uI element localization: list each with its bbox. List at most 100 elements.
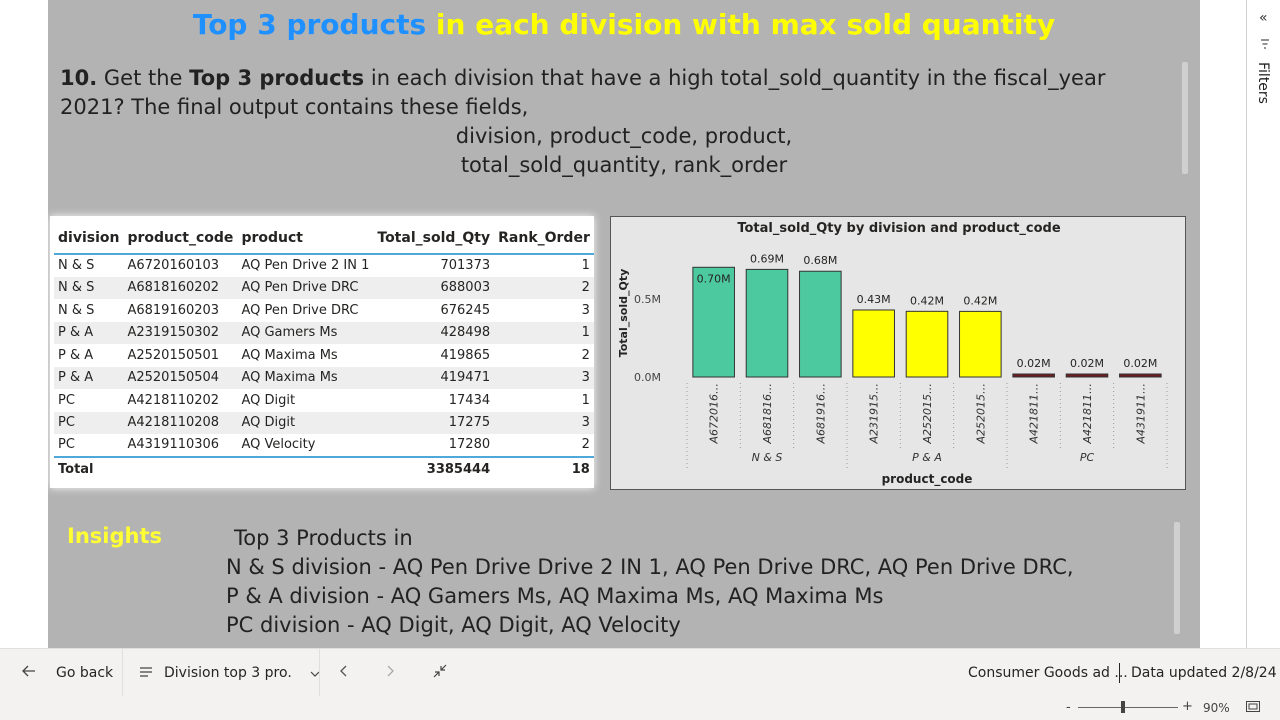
go-back-button[interactable]: Go back: [22, 649, 113, 697]
bar: [1065, 373, 1109, 378]
previous-page-button[interactable]: [339, 649, 347, 697]
question-rest: in each division that have a high total_…: [60, 66, 1106, 119]
cell-division: PC: [58, 437, 75, 453]
cell-division: PC: [58, 415, 75, 431]
total-rank: 18: [494, 455, 594, 481]
cell-product-code: A6720160103: [127, 258, 220, 274]
fit-to-page-icon[interactable]: [1246, 701, 1260, 715]
cell-rank-order: 3: [581, 370, 590, 386]
table-row[interactable]: PC A4218110202 AQ Digit 17434 1: [54, 389, 594, 412]
x-group-label: PC: [1080, 451, 1095, 464]
cell-rank-order: 2: [581, 347, 590, 363]
cell-total-sold-qty: 701373: [440, 258, 491, 274]
table-row[interactable]: N & S A6819160203 AQ Pen Drive DRC 676245 3: [54, 299, 594, 322]
y-axis-label: Total_sold_Qty: [617, 269, 630, 358]
column-header-product-code[interactable]: product_code: [123, 222, 238, 255]
table-row[interactable]: N & S A6720160103 AQ Pen Drive 2 IN 1 70137…: [54, 254, 594, 277]
cell-product: AQ Gamers Ms: [241, 325, 338, 341]
arrow-left-icon: [22, 665, 42, 681]
column-header-product[interactable]: product: [237, 222, 374, 255]
table-row[interactable]: P & A A2520150504 AQ Maxima Ms 419471 3: [54, 366, 594, 389]
table-row[interactable]: P & A A2319150302 AQ Gamers Ms 428498 1: [54, 321, 594, 344]
cell-total-sold-qty: 17434: [448, 392, 491, 408]
bar: [692, 266, 735, 378]
column-header-total-sold-qty[interactable]: Total_sold_Qty: [373, 222, 495, 255]
cell-product: AQ Pen Drive DRC: [241, 280, 359, 296]
status-bar: - + 90%: [0, 696, 1280, 720]
data-label: 0.02M: [1070, 357, 1104, 370]
cell-division: P & A: [58, 325, 94, 341]
insights-line: P & A division - AQ Gamers Ms, AQ Maxima…: [226, 584, 884, 608]
cell-division: N & S: [58, 302, 95, 318]
x-tick-label: A421811…: [1081, 383, 1094, 445]
cell-product-code: A4319110306: [127, 437, 220, 453]
zoom-in-button[interactable]: +: [1182, 699, 1193, 714]
x-tick-label: A681816…: [761, 383, 774, 445]
zoom-level[interactable]: 90%: [1203, 701, 1230, 715]
bar: [852, 309, 895, 378]
go-back-label: Go back: [56, 665, 114, 681]
x-axis-label: product_code: [882, 472, 973, 487]
data-label: 0.42M: [910, 294, 944, 307]
cell-product: AQ Maxima Ms: [241, 370, 338, 386]
cell-product-code: A6819160203: [127, 302, 220, 318]
filters-label[interactable]: Filters: [1255, 62, 1271, 104]
page-title: Top 3 products in each division with max…: [48, 8, 1200, 41]
x-group-label: P & A: [912, 451, 942, 464]
page-selector-dropdown[interactable]: Division top 3 pro.: [140, 649, 320, 697]
output-fields: division, product_code, product, total_s…: [48, 122, 1200, 180]
insights-scrollbar[interactable]: [1174, 522, 1180, 634]
cell-product: AQ Maxima Ms: [241, 347, 338, 363]
table-total-row: Total 3385444 18: [54, 455, 594, 481]
table-row[interactable]: PC A4218110208 AQ Digit 17275 3: [54, 411, 594, 434]
cell-division: P & A: [58, 370, 94, 386]
table-row[interactable]: P & A A2520150501 AQ Maxima Ms 419865 2: [54, 344, 594, 367]
table-row[interactable]: PC A4319110306 AQ Velocity 17280 2: [54, 434, 594, 457]
cell-product-code: A4218110202: [127, 392, 220, 408]
cell-division: N & S: [58, 280, 95, 296]
filter-icon: [1261, 38, 1269, 52]
report-name[interactable]: Consumer Goods ad ...: [968, 665, 1128, 681]
x-tick-label: A672016…: [708, 383, 721, 445]
zoom-out-button[interactable]: -: [1066, 700, 1071, 715]
bar: [959, 310, 1002, 378]
question-scrollbar[interactable]: [1182, 62, 1188, 174]
cell-product: AQ Digit: [241, 415, 296, 431]
next-page-button[interactable]: [387, 649, 395, 697]
cell-rank-order: 1: [581, 325, 590, 341]
x-tick-label: A252015…: [974, 383, 987, 445]
column-header-division[interactable]: division: [54, 222, 124, 255]
total-qty: 3385444: [373, 455, 495, 481]
data-label: 0.69M: [750, 252, 784, 265]
zoom-slider-track[interactable]: [1078, 707, 1178, 708]
title-rest: in each division with max sold quantity: [435, 8, 1056, 41]
insights-text: Top 3 Products in N & S division - AQ Pe…: [226, 524, 1074, 640]
cell-total-sold-qty: 688003: [440, 280, 491, 296]
column-header-rank-order[interactable]: Rank_Order: [494, 222, 594, 255]
bar: [905, 310, 949, 378]
cell-total-sold-qty: 419471: [440, 370, 491, 386]
chart-title: Total_sold_Qty by division and product_c…: [737, 221, 1061, 236]
collapse-arrows-icon: [433, 664, 447, 682]
data-updated-text: Data updated 2/8/24: [1131, 665, 1277, 681]
fields-line-1: division, product_code, product,: [455, 124, 793, 148]
data-label: 0.42M: [963, 294, 997, 307]
table-header-row: division product_code product Total_sold…: [54, 222, 594, 255]
bar-chart-visual[interactable]: Total_sold_Qty by division and product_c…: [610, 216, 1186, 490]
cell-division: PC: [58, 392, 75, 408]
data-label: 0.43M: [857, 293, 891, 306]
insights-label: Insights: [67, 524, 162, 548]
table-visual: division product_code product Total_sold…: [50, 216, 594, 488]
collapse-pane-icon[interactable]: «: [1259, 10, 1268, 26]
insights-line: PC division - AQ Digit, AQ Digit, AQ Vel…: [226, 613, 681, 637]
question-text: 10. Get the Top 3 products in each divis…: [60, 64, 1170, 122]
table-row[interactable]: N & S A6818160202 AQ Pen Drive DRC 688003 2: [54, 276, 594, 299]
filters-pane[interactable]: « Filters: [1246, 0, 1280, 648]
zoom-slider-thumb[interactable]: [1121, 701, 1125, 713]
report-page: Top 3 products in each division with max…: [48, 0, 1200, 648]
exit-fullscreen-button[interactable]: [433, 649, 447, 697]
bar: [1119, 373, 1162, 378]
bottom-navigation-bar: Go back Division top 3 pro.: [0, 648, 1280, 697]
cell-total-sold-qty: 419865: [440, 347, 491, 363]
cell-product: AQ Pen Drive 2 IN 1: [241, 258, 370, 274]
